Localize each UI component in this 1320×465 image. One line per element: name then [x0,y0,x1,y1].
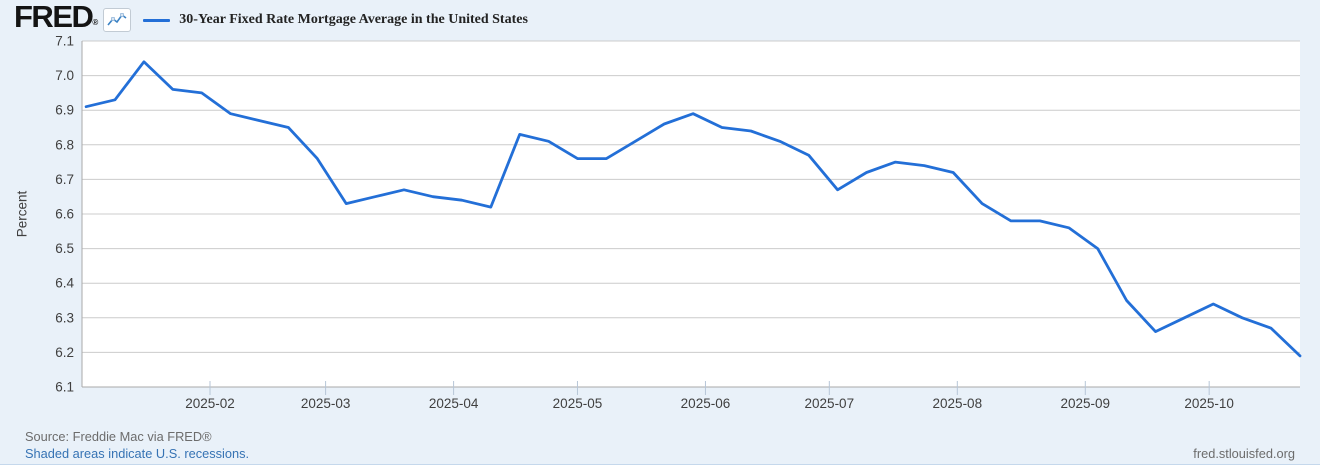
fred-sparkline-icon [103,8,132,32]
y-tick-label: 6.8 [55,137,74,152]
fred-logo-text: FRED [14,0,94,34]
y-tick-label: 7.1 [55,34,74,49]
y-tick-label: 6.6 [55,207,74,222]
x-tick-label: 2025-09 [1061,396,1111,411]
x-tick-label: 2025-07 [805,396,855,411]
source-text: Source: Freddie Mac via FRED® [25,429,212,444]
recession-note-link[interactable]: Shaded areas indicate U.S. recessions. [25,446,250,461]
y-tick-label: 6.9 [55,103,74,118]
series-line [84,60,1302,358]
x-tick-label: 2025-10 [1184,396,1234,411]
y-axis-title: Percent [14,190,30,238]
y-tick-label: 6.3 [55,310,74,325]
fred-site-link[interactable]: fred.stlouisfed.org [1193,446,1295,461]
y-tick-label: 6.1 [55,380,74,395]
x-tick-label: 2025-06 [681,396,731,411]
y-tick-label: 6.7 [55,172,74,187]
series-legend-line [143,18,171,22]
chart-title[interactable]: 30-Year Fixed Rate Mortgage Average in t… [179,12,528,27]
registered-mark: ® [92,18,99,27]
y-tick-label: 7.0 [55,68,74,83]
fred-logo[interactable]: FRED® [14,1,98,39]
y-tick-label: 6.5 [55,241,74,256]
x-tick-label: 2025-04 [429,396,479,411]
x-tick-label: 2025-02 [185,396,235,411]
x-tick-label: 2025-03 [301,396,351,411]
x-tick-label: 2025-08 [933,396,983,411]
y-tick-label: 6.4 [55,276,74,291]
chart-header: FRED® 30-Year Fixed Rate Mortgage Averag… [14,1,528,39]
x-tick-label: 2025-05 [553,396,603,411]
y-tick-label: 6.2 [55,345,74,360]
